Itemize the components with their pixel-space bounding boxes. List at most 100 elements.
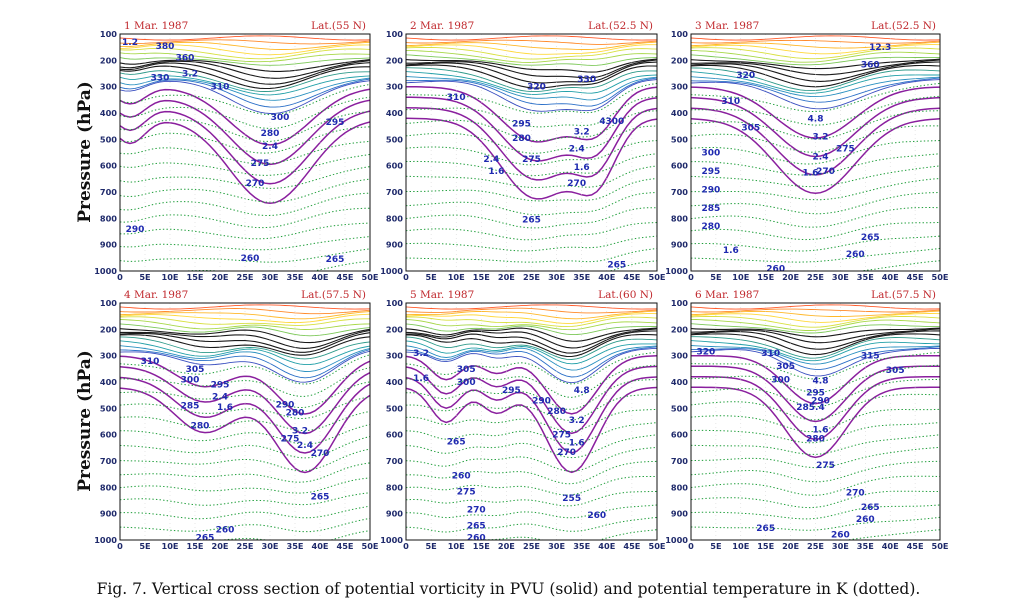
contour-label: 295 bbox=[326, 118, 345, 128]
isentrope-upper bbox=[120, 304, 370, 310]
x-tick-label: 45E bbox=[623, 541, 640, 551]
theta-contour bbox=[120, 436, 370, 459]
theta-contour bbox=[406, 491, 657, 507]
isentrope-upper bbox=[120, 44, 370, 56]
contour-label: 270 bbox=[246, 179, 265, 189]
theta-contour bbox=[120, 477, 370, 494]
theta-contour bbox=[691, 504, 940, 520]
contour-label: 265 bbox=[196, 533, 215, 543]
contour-label: 265 bbox=[756, 524, 775, 534]
x-tick-label: 25E bbox=[523, 272, 540, 282]
isentrope-upper bbox=[406, 307, 657, 314]
isentrope-upper bbox=[691, 76, 940, 98]
theta-contour bbox=[120, 166, 370, 189]
contour-label: 275 bbox=[836, 145, 855, 155]
y-tick-label: 800 bbox=[386, 213, 403, 223]
panel-3: 3 Mar. 1987 Lat.(52.5 N) 12.3 360 320 310 30… bbox=[665, 20, 948, 282]
theta-contour bbox=[691, 235, 940, 252]
isentrope-upper bbox=[120, 59, 370, 72]
y-tick-label: 500 bbox=[671, 134, 688, 144]
isentrope-upper bbox=[120, 349, 370, 379]
y-tick-label: 400 bbox=[671, 108, 688, 118]
contour-label: 2.4 bbox=[569, 145, 585, 155]
x-tick-label: 25E bbox=[523, 541, 540, 551]
isentrope-upper bbox=[120, 311, 370, 320]
contour-label: 1.6 bbox=[813, 425, 829, 435]
x-tick-labels: 0 5E 10E 15E 20E 25E 30E 35E 40E 45E 50E bbox=[688, 272, 948, 282]
contour-label: 3.2 bbox=[182, 70, 198, 80]
theta-contour bbox=[120, 381, 370, 409]
contour-label: 310 bbox=[721, 97, 740, 107]
x-tick-labels: 0 5E 10E 15E 20E 25E 30E 35E 40E 45E 50E bbox=[403, 541, 665, 551]
isentrope-upper bbox=[691, 71, 940, 94]
isentrope-upper bbox=[691, 35, 940, 41]
y-tick-label: 500 bbox=[100, 134, 117, 144]
y-tick-labels: 100 200 300 400 500 600 700 800 900 1000 bbox=[94, 298, 117, 545]
theta-contour bbox=[120, 410, 370, 432]
isentrope-upper bbox=[691, 313, 940, 323]
x-tick-label: 10E bbox=[732, 272, 749, 282]
isentrope-upper bbox=[691, 304, 940, 310]
contour-label: 295 bbox=[211, 381, 230, 391]
panel-title: 1 Mar. 1987 bbox=[124, 20, 188, 32]
y-tick-label: 900 bbox=[386, 240, 403, 250]
theta-contour bbox=[691, 364, 940, 394]
y-tick-label: 300 bbox=[386, 351, 403, 361]
y-tick-label: 400 bbox=[671, 377, 688, 387]
panel-title: 2 Mar. 1987 bbox=[410, 20, 474, 32]
isentrope-upper bbox=[691, 328, 940, 344]
x-tick-label: 45E bbox=[623, 272, 640, 282]
contour-label: 1.2 bbox=[122, 38, 138, 48]
x-tick-label: 35E bbox=[287, 541, 304, 551]
contour-labels: 330 320 310 295 4300 3.2 280 2.4 2.4 275 1.6 1.6 270… bbox=[447, 75, 626, 271]
y-tick-label: 200 bbox=[671, 55, 688, 65]
x-tick-label: 40E bbox=[312, 272, 329, 282]
contour-label: 300 bbox=[457, 378, 476, 388]
panel-latitude: Lat.(60 N) bbox=[598, 289, 653, 301]
y-tick-label: 200 bbox=[386, 55, 403, 65]
contour-label: 2.4 bbox=[813, 153, 829, 163]
contour-label: 300 bbox=[702, 149, 721, 159]
y-tick-label: 900 bbox=[100, 240, 117, 250]
contour-label: 305 bbox=[741, 124, 760, 134]
x-tick-label: 15E bbox=[473, 272, 490, 282]
figure-canvas: Pressure (hPa) Pressure (hPa) 1 Mar. 198… bbox=[75, 20, 949, 551]
isentrope-upper bbox=[406, 345, 657, 371]
panel-6: 6 Mar. 1987 Lat.(57.5 N) 320 310 315 305 305… bbox=[665, 289, 948, 551]
x-tick-label: 35E bbox=[857, 272, 874, 282]
y-tick-label: 400 bbox=[100, 108, 117, 118]
contour-field bbox=[691, 303, 940, 540]
contour-label: 295 bbox=[502, 386, 521, 396]
isentrope-upper bbox=[120, 62, 370, 85]
contour-label: 1.6 bbox=[488, 167, 504, 177]
contour-label: 1.6 bbox=[574, 163, 590, 173]
theta-contour bbox=[176, 260, 370, 271]
x-tick-label: 0 bbox=[403, 541, 409, 551]
x-tick-label: 50E bbox=[362, 541, 379, 551]
theta-contour bbox=[120, 367, 370, 397]
x-tick-label: 25E bbox=[237, 541, 254, 551]
contour-label: 360 bbox=[176, 54, 195, 64]
x-tick-labels: 0 5E 10E 15E 20E 25E 30E 35E 40E 45E 50E bbox=[688, 541, 948, 551]
y-tick-label: 100 bbox=[100, 298, 117, 308]
x-tick-label: 5E bbox=[425, 272, 436, 282]
theta-contour bbox=[691, 82, 940, 112]
y-tick-label: 200 bbox=[671, 324, 688, 334]
isentrope-upper bbox=[120, 70, 370, 92]
x-tick-labels: 0 5E 10E 15E 20E 25E 30E 35E 40E 45E 50E bbox=[117, 272, 378, 282]
isentrope-upper bbox=[120, 334, 370, 356]
contour-label: 280 bbox=[191, 422, 210, 432]
y-tick-label: 700 bbox=[386, 456, 403, 466]
x-tick-label: 30E bbox=[548, 272, 565, 282]
y-tick-label: 700 bbox=[386, 187, 403, 197]
contour-label: 2.4 bbox=[262, 142, 278, 152]
x-tick-label: 40E bbox=[598, 272, 615, 282]
x-tick-label: 40E bbox=[598, 541, 615, 551]
y-tick-label: 500 bbox=[100, 403, 117, 413]
x-tick-label: 15E bbox=[187, 541, 204, 551]
x-tick-label: 5E bbox=[139, 541, 150, 551]
contour-label: 315 bbox=[861, 352, 880, 362]
